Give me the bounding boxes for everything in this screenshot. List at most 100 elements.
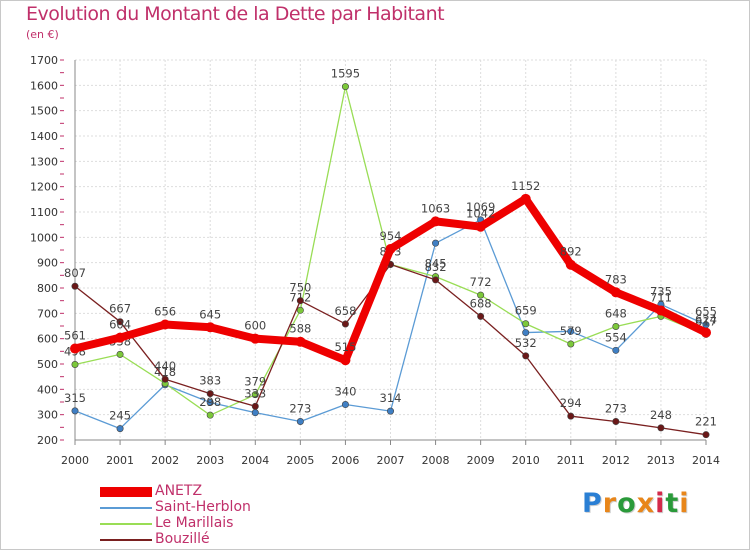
- data-label: 688: [470, 296, 492, 310]
- data-label: 645: [199, 307, 221, 321]
- data-point: [116, 350, 124, 358]
- data-label: 659: [515, 304, 537, 318]
- y-tick-label: 400: [37, 383, 58, 396]
- logo-letter: o: [617, 488, 637, 519]
- data-label: 273: [289, 402, 311, 416]
- data-label: 515: [334, 340, 356, 354]
- y-tick-label: 500: [37, 358, 58, 371]
- legend-item: Le Marillais: [100, 515, 360, 532]
- logo-letter: r: [602, 488, 618, 519]
- x-tick-label: 2004: [241, 454, 269, 467]
- data-label: 248: [650, 408, 672, 422]
- data-point: [386, 407, 394, 415]
- data-label: 315: [64, 391, 86, 405]
- y-tick-label: 1300: [30, 155, 58, 168]
- data-label: 418: [154, 365, 176, 379]
- data-point: [432, 239, 440, 247]
- data-label: 532: [515, 336, 537, 350]
- logo-letter: i: [679, 488, 690, 519]
- legend-swatch: [100, 487, 152, 497]
- proxiti-logo: Proxiti: [582, 488, 690, 519]
- data-point: [567, 340, 575, 348]
- x-tick-label: 2013: [647, 454, 675, 467]
- x-tick-label: 2008: [422, 454, 450, 467]
- data-point: [250, 333, 261, 344]
- data-label: 648: [605, 307, 627, 321]
- data-label: 807: [64, 266, 86, 280]
- data-label: 1042: [466, 207, 495, 221]
- series-bouzill-: 8076674403833337506588938326885322942732…: [64, 244, 717, 439]
- legend-swatch: [100, 523, 152, 525]
- data-point: [657, 424, 665, 432]
- data-point: [612, 418, 620, 426]
- data-label: 711: [650, 291, 672, 305]
- data-point: [522, 329, 530, 337]
- y-tick-label: 1400: [30, 130, 58, 143]
- data-point: [432, 276, 440, 284]
- data-point: [206, 399, 214, 407]
- chart-title: Evolution du Montant de la Dette par Hab…: [26, 3, 445, 25]
- y-tick-label: 700: [37, 307, 58, 320]
- x-tick-label: 2006: [331, 454, 359, 467]
- data-point: [477, 312, 485, 320]
- data-label: 656: [154, 304, 176, 318]
- data-point: [160, 319, 171, 330]
- data-point: [477, 291, 485, 299]
- y-tick-label: 600: [37, 333, 58, 346]
- data-point: [116, 425, 124, 433]
- data-label: 750: [289, 281, 311, 295]
- data-label: 1069: [466, 200, 495, 214]
- data-point: [612, 323, 620, 331]
- data-point: [430, 216, 441, 227]
- data-point: [251, 409, 259, 417]
- y-tick-label: 1200: [30, 181, 58, 194]
- y-tick-label: 200: [37, 434, 58, 447]
- data-label: 954: [380, 229, 402, 243]
- data-label: 892: [560, 245, 582, 259]
- data-label: 604: [109, 318, 131, 332]
- data-label: 561: [64, 329, 86, 343]
- data-point: [341, 401, 349, 409]
- legend-label: Bouzillé: [155, 531, 210, 547]
- data-label: 294: [560, 396, 582, 410]
- logo-letter: t: [665, 488, 680, 519]
- data-label: 845: [425, 257, 447, 271]
- data-point: [567, 327, 575, 335]
- data-point: [115, 332, 126, 343]
- data-point: [296, 418, 304, 426]
- legend-item: ANETZ: [100, 483, 360, 500]
- legend-swatch: [100, 539, 152, 541]
- data-label: 273: [605, 402, 627, 416]
- x-tick-label: 2012: [602, 454, 630, 467]
- data-point: [612, 346, 620, 354]
- data-label: 1152: [511, 179, 540, 193]
- x-tick-label: 2014: [692, 454, 720, 467]
- data-point: [702, 431, 710, 439]
- legend-swatch: [100, 507, 152, 509]
- data-point: [71, 407, 79, 415]
- y-tick-label: 1600: [30, 79, 58, 92]
- data-label: 379: [244, 375, 266, 389]
- data-label: 832: [425, 260, 447, 274]
- y-tick-label: 1100: [30, 206, 58, 219]
- data-label: 655: [695, 305, 717, 319]
- data-label: 658: [334, 304, 356, 318]
- y-tick-label: 1000: [30, 231, 58, 244]
- x-tick-label: 2005: [286, 454, 314, 467]
- data-label: 624: [695, 313, 717, 327]
- data-point: [71, 282, 79, 290]
- data-point: [295, 336, 306, 347]
- y-tick-label: 900: [37, 257, 58, 270]
- x-tick-label: 2011: [557, 454, 585, 467]
- chart-subtitle: (en €): [26, 28, 59, 41]
- data-point: [251, 391, 259, 399]
- data-point: [206, 411, 214, 419]
- series-anetz: 561 604 656 645 600 588 515 954 1063 1042 1152 892 7…: [64, 179, 717, 366]
- data-point: [70, 343, 80, 354]
- data-point: [296, 306, 304, 314]
- data-point: [251, 402, 259, 410]
- y-tick-label: 800: [37, 282, 58, 295]
- data-label: 314: [380, 391, 402, 405]
